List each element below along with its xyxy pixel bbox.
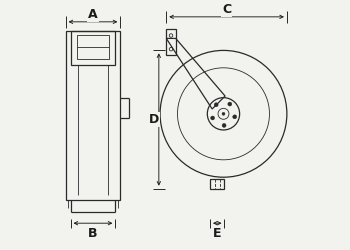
Circle shape: [222, 112, 225, 115]
Text: B: B: [88, 227, 98, 240]
Circle shape: [222, 124, 226, 128]
Text: E: E: [213, 227, 222, 240]
Circle shape: [214, 103, 218, 107]
Text: D: D: [149, 113, 159, 126]
Circle shape: [211, 116, 215, 120]
Circle shape: [228, 102, 232, 106]
Text: A: A: [88, 8, 98, 21]
Text: C: C: [222, 3, 231, 16]
Circle shape: [233, 115, 237, 119]
